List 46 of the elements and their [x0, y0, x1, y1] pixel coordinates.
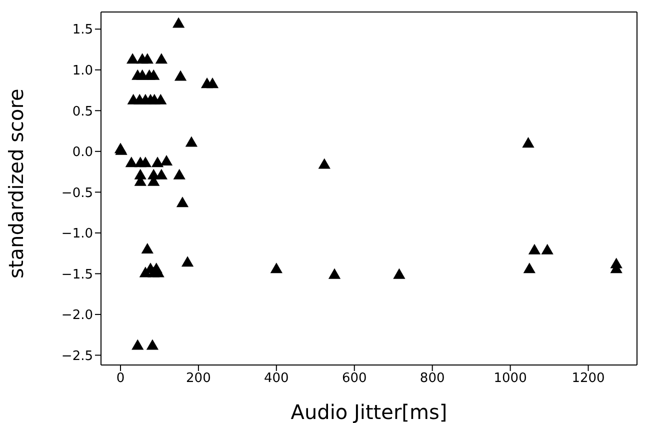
x-tick-label: 200 [186, 371, 211, 386]
point [174, 70, 187, 81]
y-tick-label: 0.0 [72, 145, 93, 160]
point [541, 244, 554, 254]
x-tick-label: 1000 [494, 371, 527, 386]
point [318, 158, 330, 169]
point [141, 53, 154, 64]
point [160, 154, 173, 166]
y-tick-label: −2.0 [61, 308, 93, 324]
point [522, 137, 534, 148]
y-tick-label: 0.5 [72, 104, 93, 120]
point [172, 17, 185, 28]
point [173, 168, 186, 180]
point [393, 268, 406, 279]
point [146, 339, 159, 350]
point [176, 196, 189, 208]
y-axis-title: standardized score [4, 88, 28, 278]
y-tick-label: −1.5 [61, 267, 93, 282]
point [206, 78, 219, 88]
point [181, 256, 194, 267]
x-tick-label: 0 [116, 371, 125, 386]
point [185, 136, 198, 147]
y-tick-label: 1.0 [72, 63, 93, 78]
x-tick-label: 800 [420, 371, 445, 386]
point [155, 53, 168, 64]
y-tick-label: −1.0 [61, 226, 93, 242]
y-tick-label: −0.5 [61, 186, 93, 201]
x-tick-label: 600 [342, 371, 367, 386]
point [523, 262, 536, 274]
x-tick-label: 1200 [572, 371, 605, 386]
x-axis-title: Audio Jitter[ms] [290, 400, 448, 423]
x-tick-label: 400 [264, 371, 289, 386]
point [151, 156, 164, 168]
point [270, 262, 282, 274]
point [125, 156, 138, 168]
y-tick-label: −2.5 [61, 348, 93, 364]
point [141, 243, 154, 254]
point [155, 168, 168, 180]
point [528, 244, 541, 254]
point [132, 339, 144, 350]
y-tick-label: 1.5 [72, 22, 93, 38]
point [328, 268, 341, 279]
point [154, 94, 167, 104]
point [139, 156, 152, 168]
point [126, 53, 139, 64]
point [148, 69, 160, 80]
